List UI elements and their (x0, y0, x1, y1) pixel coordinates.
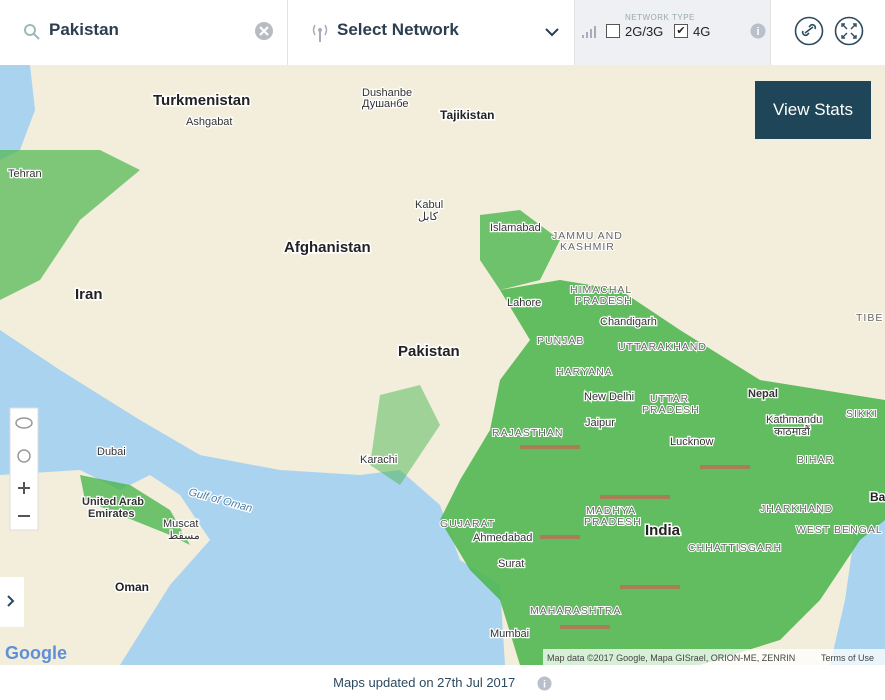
map-label: MADHYA (586, 505, 636, 517)
map-label: India (645, 522, 681, 539)
coverage (0, 150, 140, 300)
map-label: UTTAR (650, 393, 689, 405)
map-label: PUNJAB (537, 335, 584, 347)
search-text: Pakistan (49, 20, 119, 39)
map-label: Kathmandu (766, 414, 822, 426)
info-icon[interactable]: i (537, 676, 552, 691)
map-label: KASHMIR (560, 241, 615, 253)
caspian-sea (0, 65, 35, 160)
clear-button[interactable] (254, 21, 274, 41)
terms-link[interactable]: Terms of Use (821, 653, 874, 663)
svg-text:i: i (543, 680, 546, 691)
map-label: UTTARAKHAND (618, 341, 707, 353)
map-label: BIHAR (797, 454, 834, 466)
map-label: Islamabad (490, 222, 541, 234)
option-label[interactable]: 4G (693, 24, 711, 39)
locate-button[interactable] (17, 449, 31, 463)
map-label: JHARKHAND (760, 503, 833, 515)
coverage (80, 475, 190, 545)
map-label: Chandigarh (600, 316, 657, 328)
fullscreen-button[interactable] (834, 16, 864, 46)
top-bar: Pakistan Select Network NETWORK TYPE 2G/… (0, 0, 885, 66)
map-label: Ba (870, 490, 885, 504)
zoom-in[interactable] (18, 482, 30, 494)
map-label: Dushanbe (362, 87, 412, 99)
coverage (440, 280, 885, 665)
search-icon (24, 24, 40, 40)
map-label: Kabul (415, 199, 443, 211)
map-label: WEST BENGAL (796, 524, 883, 536)
map-label: مسقط (168, 530, 200, 542)
coverage (370, 385, 440, 485)
map-label: Jaipur (585, 417, 615, 429)
google-logo: Google (5, 643, 67, 663)
coverage-detail (520, 445, 750, 629)
map-label: JAMMU AND (552, 230, 623, 242)
map-label: PRADESH (584, 516, 642, 528)
map-label: PRADESH (642, 404, 700, 416)
map-label: TIBE (856, 312, 883, 324)
map-label: Surat (498, 558, 524, 570)
checkbox[interactable]: ✔ (674, 24, 688, 38)
coverage (480, 210, 560, 290)
map-label: New Delhi (584, 391, 634, 403)
map-label: Tajikistan (440, 108, 494, 122)
map-label: Karachi (360, 454, 397, 466)
map-label: Lahore (507, 297, 541, 309)
map-label: Ashgabat (186, 116, 232, 128)
chevron (545, 28, 559, 37)
map-label: CHHATTISGARH (688, 542, 782, 554)
map-label: Tehran (8, 168, 42, 180)
bay-of-bengal (830, 520, 885, 665)
map-label: PRADESH (575, 295, 633, 307)
checkbox[interactable] (606, 24, 620, 38)
map-label: काठमाडौं (774, 425, 810, 438)
map-label: RAJASTHAN (492, 427, 563, 439)
info-icon[interactable]: i (750, 23, 766, 39)
network-type: NETWORK TYPE 2G/3G ✔ 4G i (575, 0, 771, 65)
map-label: Iran (75, 286, 103, 303)
signal-icon (582, 26, 596, 38)
map-label: Ahmedabad (473, 532, 532, 544)
map-label: Душанбе (362, 98, 409, 110)
map-controls (9, 407, 39, 531)
map-label: Lucknow (670, 436, 713, 448)
map-label: GUJARAT (440, 518, 495, 530)
map-label: Muscat (163, 518, 198, 530)
network-select[interactable]: Select Network (288, 0, 575, 65)
map-label: Emirates (88, 508, 134, 520)
network-select-text: Select Network (337, 20, 459, 39)
map[interactable]: Turkmenistan Ashgabat Dushanbe Душанбе T… (0, 65, 885, 665)
map-label: Nepal (748, 388, 778, 400)
map-label: Turkmenistan (153, 92, 250, 109)
network-type-label: NETWORK TYPE (625, 13, 695, 22)
attribution-bg (543, 649, 885, 665)
antenna-icon (312, 24, 328, 42)
map-label: SIKKI (846, 408, 878, 420)
footer: Maps updated on 27th Jul 2017 i (0, 666, 885, 700)
attribution: Map data ©2017 Google, Mapa GISrael, ORI… (547, 653, 795, 663)
updated-text: Maps updated on 27th Jul 2017 (333, 675, 516, 690)
eye-button[interactable] (15, 417, 33, 429)
search-box[interactable]: Pakistan (0, 0, 288, 65)
map-label: Pakistan (398, 343, 460, 360)
map-label: Oman (115, 580, 149, 594)
chevron (7, 595, 15, 607)
map-label: Afghanistan (284, 239, 371, 256)
map-label: Dubai (97, 446, 126, 458)
map-label: Mumbai (490, 628, 529, 640)
map-label: MAHARASHTRA (530, 605, 622, 617)
map-label: HARYANA (556, 366, 613, 378)
svg-text:i: i (756, 26, 759, 38)
map-label: United Arab (82, 496, 144, 508)
map-label: HIMACHAL (570, 284, 632, 296)
view-stats-button[interactable]: View Stats (755, 81, 871, 139)
link-button[interactable] (794, 16, 824, 46)
option-label[interactable]: 2G/3G (625, 24, 664, 39)
map-label: کابل (418, 211, 439, 223)
